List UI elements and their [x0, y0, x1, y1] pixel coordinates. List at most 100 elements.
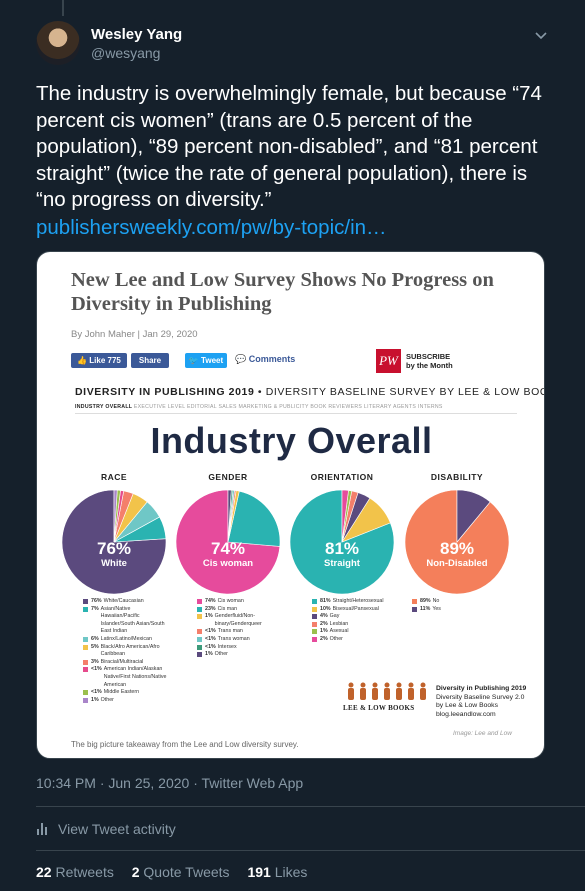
tweet-label: Tweet: [201, 356, 224, 365]
article-caption: The big picture takeaway from the Lee an…: [71, 740, 299, 749]
legend-label: American Indian/Alaskan Native/First Nat…: [103, 666, 167, 688]
legend-swatch: [412, 606, 417, 612]
view-activity-button[interactable]: View Tweet activity: [36, 821, 176, 837]
author-handle[interactable]: @wesyang: [91, 45, 161, 61]
note-title: Diversity in Publishing 2019: [436, 685, 527, 692]
legend-item: <1% Intersex: [197, 644, 285, 652]
legend-item: 1% Other: [197, 651, 285, 659]
legend-item: <1% Middle Eastern: [83, 689, 174, 697]
pie-center-label: White: [101, 558, 127, 569]
legend-pct: 2%: [320, 620, 328, 627]
legend-label: Cis woman: [217, 598, 244, 604]
subscribe-line2: by the Month: [406, 361, 453, 370]
legend-label: Trans woman: [217, 635, 250, 642]
infographic-nav-item: LITERARY AGENTS: [363, 404, 418, 410]
legend-item: <1% American Indian/Alaskan Native/First …: [83, 666, 174, 689]
infographic-header-bold: DIVERSITY IN PUBLISHING 2019: [75, 386, 255, 398]
legend-item: 23% Cis man: [197, 606, 285, 614]
author-name[interactable]: Wesley Yang: [91, 26, 183, 43]
legend-pct: 74%: [205, 598, 216, 604]
legend-item: 5% Black/Afro American/Afro Caribbean: [83, 644, 174, 659]
legend-pct: 1%: [205, 651, 213, 658]
lee-low-logo-text: LEE & LOW BOOKS: [343, 704, 415, 712]
article-title: New Lee and Low Survey Shows No Progress…: [71, 269, 494, 315]
survey-note: Diversity in Publishing 2019 Diversity B…: [436, 685, 526, 719]
thread-line: [62, 0, 64, 16]
retweets-stat[interactable]: 22 Retweets: [36, 864, 114, 880]
bird-icon: 🐦: [188, 356, 202, 365]
likes-label: Likes: [274, 864, 308, 880]
legend-pct: 10%: [320, 605, 331, 612]
legend-item: 74% Cis woman: [197, 598, 285, 606]
note-line3: by Lee & Low Books: [436, 702, 498, 709]
legend-swatch: [83, 697, 88, 703]
pie-race: [61, 489, 167, 595]
legend-swatch: [197, 599, 202, 604]
legend-item: 3% Biracial/Multiracial: [83, 659, 174, 667]
legend-label: Asian/Native Hawaiian/Pacific Islander/S…: [100, 605, 165, 635]
legend-swatch: [197, 652, 202, 658]
legend-swatch: [312, 599, 317, 604]
infographic-nav-item: BOOK REVIEWERS: [310, 404, 364, 410]
pie-disability: [404, 489, 510, 595]
pie-slice: [227, 489, 232, 543]
tweet-link[interactable]: publishersweekly.com/pw/by-topic/in…: [36, 216, 387, 239]
twitter-share-button: 🐦 Tweet: [185, 353, 227, 368]
pie-slice: [456, 489, 491, 543]
tweet-media[interactable]: New Lee and Low Survey Shows No Progress…: [36, 251, 545, 759]
infographic-header: DIVERSITY IN PUBLISHING 2019 • DIVERSITY…: [75, 386, 544, 398]
legend-pct: 2%: [320, 635, 328, 642]
legend-swatch: [312, 621, 317, 627]
legend-pct: 3%: [91, 658, 99, 665]
legend-label: Lesbian: [329, 620, 349, 627]
legend-pct: 1%: [205, 613, 213, 620]
chevron-down-icon[interactable]: [533, 28, 549, 44]
legend-pct: 6%: [91, 635, 99, 642]
divider: [36, 850, 585, 851]
quotes-count: 2: [131, 864, 140, 880]
legend-item: <1% Trans man: [197, 628, 285, 636]
avatar[interactable]: [36, 21, 80, 65]
infographic-nav-item: INDUSTRY OVERALL: [75, 404, 134, 410]
legend-label: Intersex: [217, 643, 237, 650]
comment-icon: 💬: [235, 354, 249, 364]
pie-center-label: Non-Disabled: [426, 558, 487, 569]
legend-item: <1% Trans woman: [197, 636, 285, 644]
divider: [36, 806, 585, 807]
bar-chart-icon: [36, 822, 50, 836]
pie-center-value: 74%: [211, 539, 245, 558]
legend-item: 81% Straight/Heterosexual: [312, 598, 384, 606]
legend-pct: <1%: [205, 635, 216, 642]
pie-title: DISABILITY: [430, 472, 484, 482]
legend-orientation: 81% Straight/Heterosexual 10% Bisexual/Pans…: [312, 598, 384, 644]
legend-swatch: [412, 599, 417, 604]
tweet-timestamp[interactable]: 10:34 PM · Jun 25, 2020 · Twitter Web Ap…: [36, 775, 304, 791]
legend-pct: <1%: [205, 643, 216, 650]
legend-item: 1% Genderfluid/Non-binary/Genderqueer: [197, 613, 285, 628]
facebook-share-button: Share: [131, 353, 169, 368]
infographic-nav-item: INTERNS: [417, 404, 443, 410]
pie-title: ORIENTATION: [310, 472, 374, 482]
legend-label: Other: [100, 696, 114, 703]
tweet-text: The industry is overwhelmingly female, b…: [36, 82, 542, 211]
legend-swatch: [83, 636, 88, 642]
legend-swatch: [197, 636, 202, 642]
legend-swatch: [312, 606, 317, 612]
infographic-nav: INDUSTRY OVERALL EXECUTIVE LEVEL EDITORI…: [75, 404, 517, 414]
legend-swatch: [197, 629, 202, 635]
retweets-count: 22: [36, 864, 52, 880]
legend-disability: 89% No 11% Yes: [412, 598, 441, 613]
lee-low-logo-figures: [348, 682, 426, 700]
likes-stat[interactable]: 191 Likes: [247, 864, 307, 880]
legend-label: White/Caucasian: [103, 598, 144, 604]
retweets-label: Retweets: [55, 864, 114, 880]
legend-label: Middle Eastern: [103, 689, 140, 696]
legend-pct: 4%: [320, 613, 328, 620]
facebook-like-button: 👍 Like 775: [71, 353, 127, 368]
legend-label: Other: [214, 651, 228, 658]
quote-tweets-stat[interactable]: 2 Quote Tweets: [132, 864, 230, 880]
legend-item: 7% Asian/Native Hawaiian/Pacific Islander…: [83, 606, 174, 636]
legend-label: Biracial/Multiracial: [100, 658, 144, 665]
legend-label: No: [432, 598, 440, 604]
legend-swatch: [83, 599, 88, 604]
